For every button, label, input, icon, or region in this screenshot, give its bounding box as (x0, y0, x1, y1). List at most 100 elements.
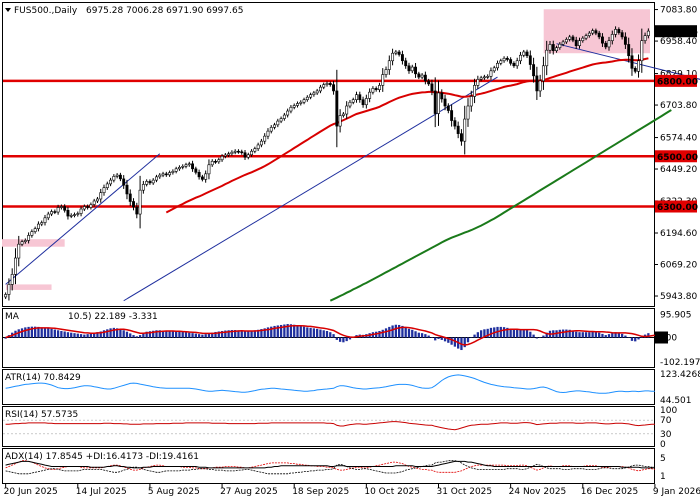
macd-histogram-bar (289, 324, 293, 338)
macd-histogram-bar (634, 337, 637, 342)
macd-histogram-bar (79, 334, 83, 338)
candle-body (371, 88, 375, 93)
candle-body (391, 52, 395, 62)
macd-histogram-bar (266, 327, 270, 338)
macd-histogram-bar (115, 328, 119, 338)
candle-body (463, 118, 467, 142)
macd-histogram-bar (401, 325, 404, 338)
macd-histogram-bar (345, 337, 348, 342)
candle-body (407, 65, 411, 72)
macd-histogram-bar (594, 332, 598, 338)
macd-histogram-bar (627, 337, 630, 338)
level-label-text: 6800.00 (657, 77, 698, 87)
candle-body (404, 60, 408, 67)
price-tick-label: 6194.60 (660, 229, 697, 239)
candle-body (132, 201, 135, 208)
macd-histogram-bar (184, 332, 188, 338)
macd-histogram-bar (568, 329, 571, 338)
candle-body (158, 174, 162, 178)
level-label-box (655, 150, 697, 163)
candle-body (99, 192, 103, 200)
candle-body (607, 40, 611, 48)
candle-body (259, 140, 263, 146)
symbol-label: FUS500.,Daily (14, 6, 78, 16)
candle-body (538, 80, 542, 92)
macd-histogram-bar (407, 328, 411, 338)
candle-body (502, 57, 506, 62)
candle-body (479, 77, 483, 80)
macd-histogram-bar (158, 330, 161, 338)
macd-histogram-bar (161, 330, 165, 338)
candle-body (76, 213, 80, 215)
candle-body (456, 125, 460, 134)
candle-body (630, 55, 634, 69)
macd-histogram-bar (325, 330, 329, 338)
candle-body (423, 74, 427, 82)
di-plus-line (5, 460, 655, 473)
macd-histogram-bar (516, 329, 519, 338)
macd-histogram-bar (250, 330, 253, 338)
candle-body (102, 187, 106, 193)
candlestick-series (4, 26, 650, 301)
candle-body (469, 96, 473, 107)
candle-body (230, 151, 234, 155)
macd-histogram-bar (240, 330, 243, 338)
level-lines (3, 79, 654, 208)
candle-body (374, 88, 378, 90)
macd-histogram-bar (306, 327, 309, 338)
macd-histogram-bar (302, 326, 306, 338)
macd-histogram-bar (217, 331, 220, 338)
rsi-tick-label: 30 (660, 430, 672, 440)
candle-body (430, 83, 434, 92)
candle-body (574, 39, 578, 46)
macd-histogram-bar (404, 327, 407, 338)
candle-body (269, 127, 273, 132)
candle-body (4, 294, 8, 298)
atr-panel-frame (2, 369, 655, 405)
macd-histogram-bar (299, 325, 302, 338)
candle-body (617, 29, 621, 33)
candle-body (112, 176, 116, 181)
collapse-triangle-icon[interactable] (5, 8, 11, 12)
candle-body (558, 43, 562, 49)
macd-histogram-bar (256, 329, 260, 338)
macd-histogram-bar (273, 325, 276, 338)
candle-body (191, 163, 195, 170)
macd-histogram-bar (637, 337, 640, 340)
macd-label: MA (5, 312, 20, 322)
candle-body (66, 209, 70, 217)
macd-histogram-bar (4, 337, 7, 339)
macd-histogram-bar (96, 332, 99, 338)
macd-histogram-bar (99, 331, 102, 338)
candle-body (623, 36, 627, 45)
macd-histogram-bar (578, 332, 581, 338)
candle-body (36, 223, 40, 229)
macd-histogram-bar (545, 332, 548, 338)
macd-histogram-bar (542, 335, 545, 338)
macd-histogram-bar (119, 329, 122, 338)
candle-body (525, 51, 529, 57)
macd-histogram-bar (561, 329, 565, 338)
macd-histogram-bar (309, 327, 312, 338)
macd-histogram-bar (270, 326, 273, 338)
adx-panel: 51 (5, 454, 666, 482)
candle-body (96, 198, 99, 202)
macd-histogram-bar (588, 332, 591, 338)
price-tick-label: 5943.80 (660, 292, 697, 302)
candle-body (168, 172, 172, 176)
candle-body (197, 172, 201, 178)
macd-histogram-bar (348, 337, 352, 340)
level-label-box (655, 200, 697, 213)
macd-histogram-bar (47, 328, 50, 338)
macd-histogram-bar (463, 337, 466, 348)
candle-body (89, 204, 93, 208)
candle-body (115, 174, 119, 177)
candle-body (450, 110, 454, 121)
candle-body (46, 213, 50, 219)
candle-body (509, 59, 513, 64)
macd-histogram-bar (253, 330, 257, 338)
candle-body (17, 243, 21, 259)
candle-body (440, 92, 444, 100)
candle-body (482, 76, 486, 79)
candle-body (581, 37, 585, 41)
